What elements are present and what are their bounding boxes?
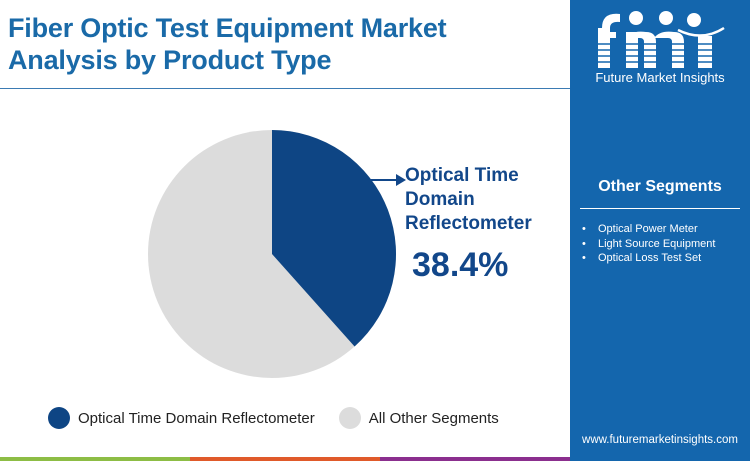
legend-label: All Other Segments — [368, 409, 499, 427]
pie-chart — [148, 130, 397, 378]
callout-arrow-icon — [370, 174, 406, 186]
segments-divider — [580, 208, 740, 209]
callout-line-1: Optical Time — [405, 165, 519, 186]
title-line-2: Analysis by Product Type — [8, 45, 332, 75]
page-title: Fiber Optic Test Equipment Market Analys… — [8, 12, 568, 76]
chart-legend: Optical Time Domain Reflectometer All Ot… — [48, 407, 523, 429]
segment-item: Optical Loss Test Set — [582, 251, 715, 266]
title-line-1: Fiber Optic Test Equipment Market — [8, 13, 447, 43]
legend-item-other: All Other Segments — [338, 407, 499, 429]
legend-label: Optical Time Domain Reflectometer — [78, 409, 315, 427]
legend-item-otdr: Optical Time Domain Reflectometer — [48, 407, 315, 429]
legend-dot-icon — [338, 407, 361, 429]
callout-value: 38.4% — [412, 246, 509, 284]
sidebar: Future Market Insights Other Segments Op… — [570, 0, 750, 457]
callout-line-3: Reflectometer — [405, 213, 532, 234]
pie-slice-otdr — [272, 130, 397, 347]
logo-text: Future Market Insights — [595, 70, 725, 85]
website-url[interactable]: www.futuremarketinsights.com — [582, 434, 738, 446]
other-segments-list: Optical Power Meter Light Source Equipme… — [582, 222, 715, 266]
bottom-color-bar — [0, 457, 750, 461]
fmi-logo-icon — [598, 11, 728, 69]
segment-item: Optical Power Meter — [582, 222, 715, 237]
segment-item: Light Source Equipment — [582, 237, 715, 252]
legend-dot-icon — [48, 407, 70, 429]
callout-label: Optical Time Domain Reflectometer — [405, 164, 532, 236]
callout-line-2: Domain — [405, 189, 475, 210]
other-segments-title: Other Segments — [598, 178, 722, 195]
title-divider — [0, 88, 570, 89]
